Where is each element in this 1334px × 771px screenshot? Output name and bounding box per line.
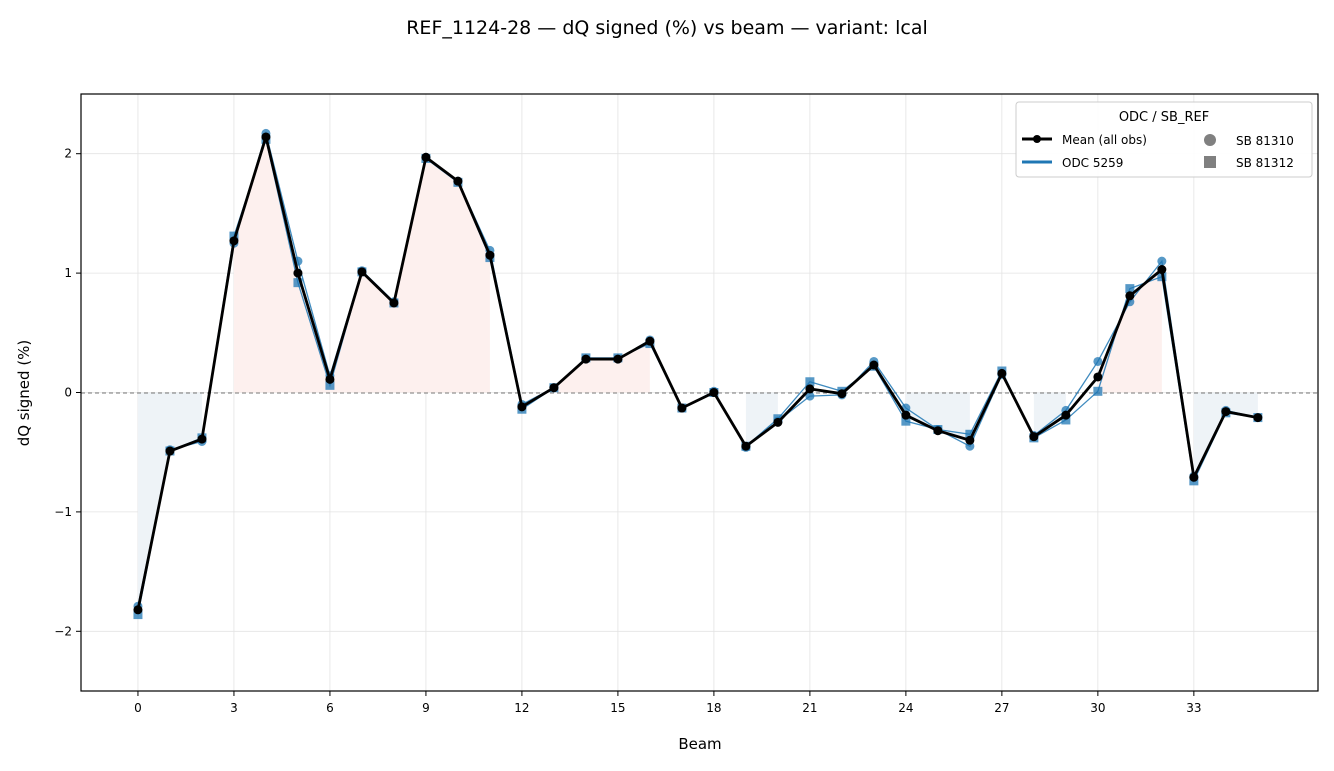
negative-fill — [137, 392, 202, 610]
x-tick-label: 33 — [1186, 701, 1201, 715]
mean-point — [485, 250, 495, 260]
y-ticks: −2 −1 0 1 2 — [54, 147, 81, 638]
mean-line — [136, 135, 1259, 611]
mean-point — [965, 435, 975, 445]
mean-point — [229, 236, 239, 246]
data-point-sb-81312 — [805, 377, 815, 387]
mean-point — [997, 368, 1007, 378]
data-point-sb-81312 — [1061, 415, 1071, 425]
data-point-sb-81310 — [1157, 256, 1167, 266]
x-tick-label: 18 — [706, 701, 721, 715]
mean-point — [325, 374, 335, 384]
mean-point — [1061, 410, 1071, 420]
data-point-sb-81312 — [965, 429, 975, 439]
mean-point — [837, 389, 847, 399]
x-tick-label: 30 — [1090, 701, 1105, 715]
mean-point — [1157, 265, 1167, 275]
legend-item-sb-81310: SB 81310 — [1204, 134, 1294, 148]
x-tick-label: 6 — [326, 701, 334, 715]
mean-point — [421, 152, 431, 162]
x-tick-label: 9 — [422, 701, 430, 715]
mean-point — [613, 354, 623, 364]
positive-fill — [233, 136, 490, 393]
mean-point — [197, 434, 207, 444]
x-tick-label: 12 — [514, 701, 529, 715]
legend-item-mean: Mean (all obs) — [1022, 133, 1147, 147]
series — [133, 128, 1263, 620]
mean-point — [869, 360, 879, 370]
mean-point — [773, 417, 783, 427]
negative-fill — [905, 392, 970, 441]
mean-point — [1253, 413, 1263, 423]
y-tick-label: 1 — [64, 266, 72, 280]
svg-text:SB 81310: SB 81310 — [1236, 134, 1294, 148]
mean-point — [517, 402, 527, 412]
data-point-sb-81310 — [805, 391, 815, 401]
data-point-sb-81312 — [133, 610, 143, 620]
legend-item-odc: ODC 5259 — [1022, 156, 1123, 170]
mean-point — [389, 298, 399, 308]
negative-fill — [745, 392, 778, 447]
legend-title: ODC / SB_REF — [1119, 110, 1209, 125]
mean-point — [741, 441, 751, 451]
x-tick-label: 15 — [610, 701, 625, 715]
x-ticks: 0 3 6 9 12 15 18 21 24 27 30 33 — [134, 691, 1201, 715]
mean-point — [1189, 472, 1199, 482]
mean-point — [261, 132, 271, 142]
x-tick-label: 21 — [802, 701, 817, 715]
mean-point — [709, 388, 719, 397]
data-point-sb-81312 — [293, 278, 303, 288]
svg-text:Mean (all obs): Mean (all obs) — [1062, 133, 1147, 147]
y-tick-label: 0 — [64, 386, 72, 400]
y-tick-label: −2 — [54, 624, 72, 638]
mean-point — [677, 403, 687, 413]
mean-point — [293, 268, 303, 278]
mean-point — [165, 446, 175, 456]
mean-point — [1221, 407, 1231, 417]
mean-point — [1029, 432, 1039, 442]
legend-item-sb-81312: SB 81312 — [1204, 156, 1294, 170]
data-point-sb-81312 — [1125, 284, 1135, 294]
positive-fill — [553, 341, 650, 393]
mean-point — [133, 605, 143, 615]
data-point-sb-81312 — [1093, 386, 1103, 396]
y-tick-label: 2 — [64, 147, 72, 161]
mean-point — [1125, 291, 1135, 301]
positive-fill — [1097, 269, 1162, 393]
x-tick-label: 24 — [898, 701, 913, 715]
data-point-sb-81310 — [1093, 356, 1103, 366]
data-point-sb-81312 — [229, 231, 239, 241]
legend: ODC / SB_REF Mean (all obs) ODC 5259 SB … — [1015, 101, 1313, 178]
y-tick-label: −1 — [54, 505, 72, 519]
square-marker-icon — [1204, 156, 1216, 168]
mean-point — [1093, 372, 1103, 382]
mean-point — [901, 410, 911, 420]
x-tick-label: 3 — [230, 701, 238, 715]
x-tick-label: 0 — [134, 701, 142, 715]
mean-point — [581, 354, 591, 364]
mean-point — [645, 336, 655, 346]
sign-fills — [137, 136, 1258, 610]
mean-point — [453, 176, 463, 186]
svg-text:SB 81312: SB 81312 — [1236, 156, 1294, 170]
svg-text:ODC 5259: ODC 5259 — [1062, 156, 1123, 170]
mean-point — [933, 426, 943, 436]
mean-point — [549, 383, 559, 393]
y-axis-label: dQ signed (%) — [15, 340, 33, 447]
circle-marker-icon — [1204, 134, 1216, 146]
mean-point — [805, 384, 815, 394]
chart-title: REF_1124-28 — dQ signed (%) vs beam — va… — [406, 17, 928, 39]
mean-point — [357, 267, 367, 277]
data-point-sb-81312 — [901, 416, 911, 426]
x-axis-label: Beam — [678, 735, 721, 753]
negative-fill — [1193, 392, 1258, 478]
negative-fill — [1033, 392, 1066, 437]
x-tick-label: 27 — [994, 701, 1009, 715]
data-point-sb-81312 — [325, 380, 335, 390]
